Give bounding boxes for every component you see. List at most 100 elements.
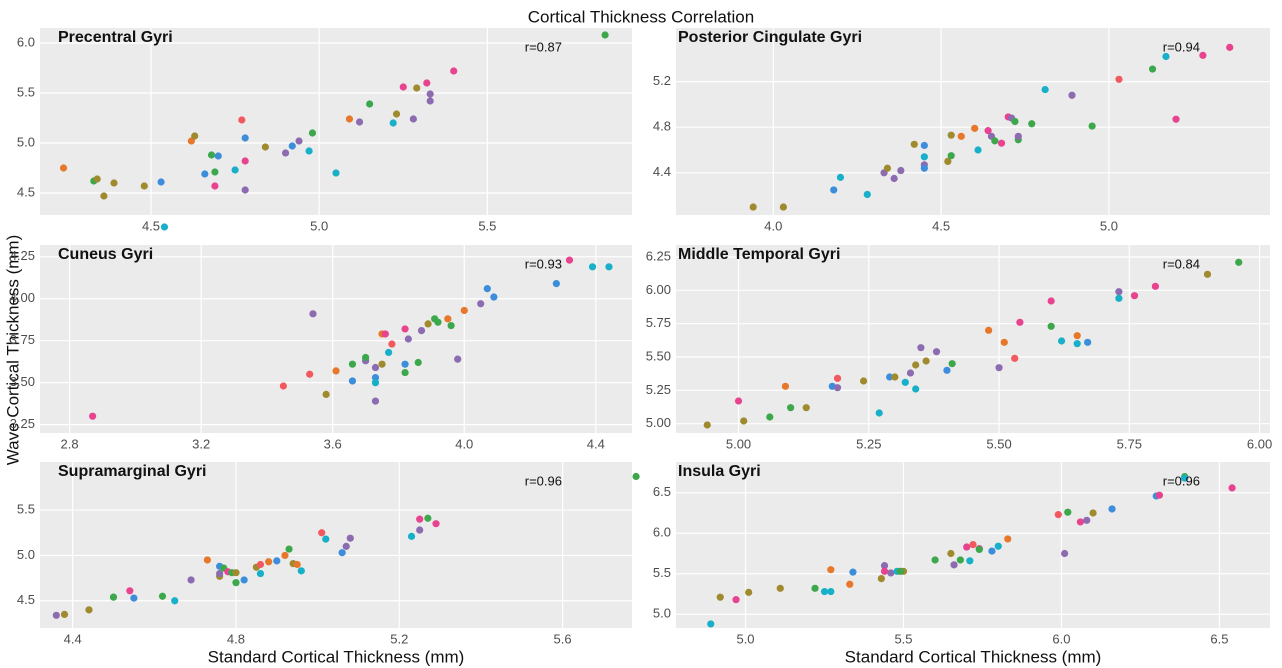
point xyxy=(745,588,753,596)
point xyxy=(371,379,380,387)
x-axis-label: Standard Cortical Thickness (mm) xyxy=(845,647,1102,666)
point xyxy=(417,327,426,335)
x-tick-label: 5.0 xyxy=(736,631,754,646)
point xyxy=(732,596,740,604)
point xyxy=(830,186,838,194)
panel-title: Supramarginal Gyri xyxy=(58,463,207,480)
point xyxy=(385,348,393,357)
y-tick-label: 4.25 xyxy=(10,248,35,263)
y-tick-label: 4.5 xyxy=(17,184,35,199)
point xyxy=(389,119,397,127)
y-tick-label: 5.0 xyxy=(17,547,35,562)
point xyxy=(240,576,248,584)
point xyxy=(846,580,854,588)
panel-title: Insula Gyri xyxy=(678,463,761,480)
y-tick-label: 4.5 xyxy=(17,592,35,607)
point xyxy=(241,157,249,165)
point xyxy=(171,597,179,605)
point xyxy=(346,534,354,542)
point xyxy=(404,335,412,343)
point xyxy=(901,378,909,386)
annotation: r=0.87 xyxy=(525,39,562,54)
point xyxy=(802,404,810,412)
point xyxy=(883,164,892,172)
point xyxy=(355,118,364,126)
point xyxy=(1064,508,1072,516)
point xyxy=(207,151,216,159)
point xyxy=(477,300,485,308)
point xyxy=(110,179,118,187)
point xyxy=(332,169,340,177)
point xyxy=(971,124,979,132)
point xyxy=(776,584,784,592)
point xyxy=(89,412,97,420)
point xyxy=(342,542,350,550)
point xyxy=(371,363,380,372)
point xyxy=(378,360,386,368)
point xyxy=(877,575,885,583)
point xyxy=(863,190,871,199)
y-tick-label: 6.5 xyxy=(653,484,671,499)
point xyxy=(288,142,296,150)
y-tick-label: 3.50 xyxy=(10,374,35,389)
chart-title: Cortical Thickness Correlation xyxy=(528,7,754,26)
point xyxy=(1028,120,1036,128)
point xyxy=(957,132,965,140)
point xyxy=(974,146,982,154)
point xyxy=(896,567,904,575)
point xyxy=(332,367,340,375)
point xyxy=(322,390,330,398)
point xyxy=(232,579,240,587)
point xyxy=(399,83,407,91)
y-tick-label: 3.75 xyxy=(10,332,35,347)
point xyxy=(140,182,148,190)
x-tick-label: 6.00 xyxy=(1247,436,1272,451)
y-tick-label: 6.25 xyxy=(646,248,671,263)
y-tick-label: 6.0 xyxy=(17,34,35,49)
point xyxy=(158,592,167,600)
panel-title: Posterior Cingulate Gyri xyxy=(678,29,862,46)
point xyxy=(943,366,951,374)
point xyxy=(309,310,317,318)
point xyxy=(306,370,314,378)
point xyxy=(947,152,955,160)
panel-title: Middle Temporal Gyri xyxy=(678,246,840,263)
point xyxy=(703,421,711,429)
point xyxy=(787,404,795,412)
point xyxy=(1199,51,1207,59)
y-tick-label: 5.5 xyxy=(17,502,35,517)
point xyxy=(1068,91,1076,99)
point xyxy=(1130,292,1139,300)
point xyxy=(432,520,440,528)
point xyxy=(371,397,380,405)
y-tick-label: 6.0 xyxy=(653,525,671,540)
point xyxy=(1041,85,1049,94)
point xyxy=(827,587,835,596)
point xyxy=(887,569,895,577)
point xyxy=(859,377,868,385)
point xyxy=(605,263,613,271)
point xyxy=(281,551,289,560)
point xyxy=(975,545,983,554)
point xyxy=(1004,535,1012,543)
point xyxy=(1014,132,1022,140)
point xyxy=(261,143,269,151)
point xyxy=(920,164,928,172)
point xyxy=(820,587,829,596)
point xyxy=(1073,332,1081,340)
point xyxy=(388,340,396,348)
y-tick-label: 4.8 xyxy=(653,119,671,134)
point xyxy=(305,147,313,155)
point xyxy=(917,344,925,352)
point xyxy=(880,567,889,575)
point xyxy=(279,382,287,390)
point xyxy=(434,318,442,326)
point xyxy=(423,79,431,87)
point xyxy=(1172,115,1180,123)
point xyxy=(966,557,974,565)
point xyxy=(281,149,290,157)
point xyxy=(211,182,219,190)
point xyxy=(1000,338,1008,346)
point xyxy=(454,355,462,363)
x-tick-label: 5.0 xyxy=(1100,218,1118,233)
